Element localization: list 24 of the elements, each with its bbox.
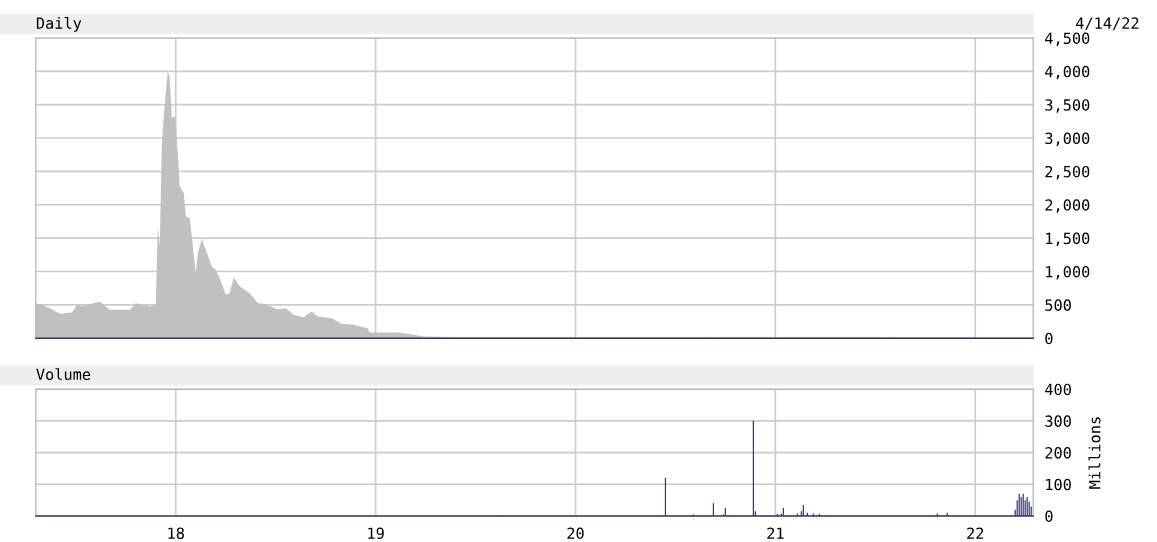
y-tick-label: 4,500 [1045,32,1090,46]
y-tick-label: 3,500 [1045,99,1090,113]
x-tick-label: 19 [368,527,384,539]
y-tick-label: 300 [1045,415,1071,427]
y-tick-label: 4,000 [1045,65,1090,80]
text: 4/14/22 [1076,17,1139,31]
y-tick-label: 1,000 [1046,265,1090,280]
y-tick-label: 0 [1045,510,1053,523]
chart-title: Daily [36,16,82,32]
x-tick-label: 22 [967,527,984,539]
y-tick-label: 100 [1046,478,1071,491]
x-tick-label: 18 [168,527,184,539]
y-tick-label: 1,500 [1046,232,1090,247]
y-tick-label: 500 [1045,299,1071,311]
y-tick-label: 2,500 [1045,165,1090,180]
y-tick-label: 0 [1045,332,1053,345]
y-tick-label: 200 [1045,447,1071,459]
y-tick-label: 2,000 [1045,199,1090,213]
y-tick-label: 400 [1045,383,1071,396]
x-tick-label: 21 [767,527,784,539]
x-tick-label: 20 [567,527,584,539]
y-axis-title: Millions [1088,417,1101,489]
y-tick-label: 3,000 [1045,132,1090,147]
chart-title: Volume [36,368,91,381]
